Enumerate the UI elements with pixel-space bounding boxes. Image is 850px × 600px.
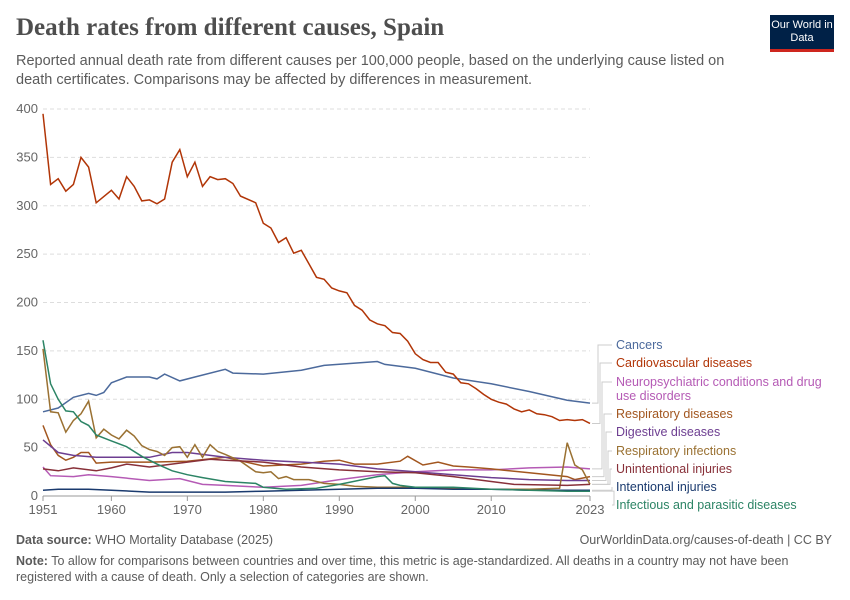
series-line-cardiovascular-diseases <box>42 113 591 425</box>
series-line-respiratory-diseases <box>42 425 591 481</box>
legend-label: Respiratory infections <box>616 444 736 458</box>
x-tick-label: 2010 <box>477 502 506 517</box>
y-tick-label: 400 <box>16 101 38 116</box>
series-line-cancers <box>42 360 591 413</box>
y-tick-label: 200 <box>16 295 38 310</box>
series-line-intentional-injuries <box>42 487 590 493</box>
legend-label: Digestive diseases <box>616 425 720 439</box>
y-tick-label: 350 <box>16 149 38 164</box>
series-line-digestive-diseases <box>42 439 590 482</box>
source: Data source: WHO Mortality Database (202… <box>16 533 273 547</box>
legend-connector <box>592 344 612 404</box>
legend-connector <box>592 362 612 424</box>
note-text: To allow for comparisons between countri… <box>16 554 789 584</box>
legend-label: Cancers <box>616 338 663 352</box>
legend-label: Unintentional injuries <box>616 462 732 476</box>
line-chart: 0 50 100 150 200 250 300 350 400 1951 1960 1970 1980… <box>16 101 822 517</box>
x-tick-label: 2023 <box>576 502 605 517</box>
x-tick-label: 1990 <box>325 502 354 517</box>
legend-connector <box>592 413 612 478</box>
x-tick-label: 1951 <box>29 502 58 517</box>
legend-label: Infectious and parasitic diseases <box>616 498 797 512</box>
legend-label: Cardiovascular diseases <box>616 356 752 370</box>
legend-label: Respiratory diseases <box>616 407 733 421</box>
series-line-infectious-and-parasitic-diseases <box>42 340 590 492</box>
y-tick-label: 100 <box>16 391 38 406</box>
x-tick-label: 1980 <box>249 502 278 517</box>
y-tick-label: 150 <box>16 343 38 358</box>
x-tick-label: 2000 <box>401 502 430 517</box>
legend-connector <box>592 381 612 470</box>
chart-title: Death rates from different causes, Spain <box>16 14 445 41</box>
owid-logo[interactable]: Our World in Data <box>770 15 834 52</box>
x-tick-label: 1960 <box>97 502 126 517</box>
series-line-unintentional-injuries <box>42 458 591 487</box>
source-label: Data source: <box>16 533 92 547</box>
legend-connector <box>592 431 612 482</box>
note-label: Note: <box>16 554 48 568</box>
y-tick-label: 0 <box>31 488 38 503</box>
legend-connector <box>592 487 613 491</box>
legend-label: Intentional injuries <box>616 480 717 494</box>
source-text: WHO Mortality Database (2025) <box>95 533 274 547</box>
legend-connector <box>592 490 615 506</box>
legend-connector <box>592 468 612 485</box>
x-tick-label: 1970 <box>173 502 202 517</box>
legend-label: Neuropsychiatric conditions and drug <box>616 375 822 389</box>
note: Note: To allow for comparisons between c… <box>16 553 816 585</box>
chart-subtitle: Reported annual death rate from differen… <box>16 53 725 88</box>
y-tick-label: 50 <box>24 440 38 455</box>
y-tick-label: 250 <box>16 246 38 261</box>
legend-label: use disorders <box>616 389 691 403</box>
y-tick-label: 300 <box>16 198 38 213</box>
source-url[interactable]: OurWorldinData.org/causes-of-death | CC … <box>579 533 832 547</box>
